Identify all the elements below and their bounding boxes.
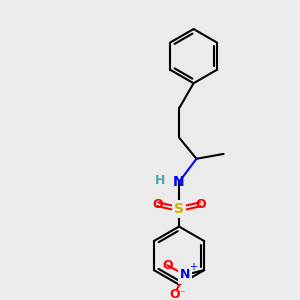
Text: N: N: [180, 268, 190, 281]
Text: N: N: [173, 175, 185, 189]
Text: O: O: [195, 198, 206, 211]
Text: S: S: [174, 202, 184, 216]
Text: H: H: [154, 174, 165, 187]
Text: +: +: [189, 262, 196, 272]
Text: O: O: [170, 288, 181, 300]
Text: O: O: [152, 198, 163, 211]
Text: O: O: [162, 259, 173, 272]
Text: ⁻: ⁻: [179, 289, 184, 299]
